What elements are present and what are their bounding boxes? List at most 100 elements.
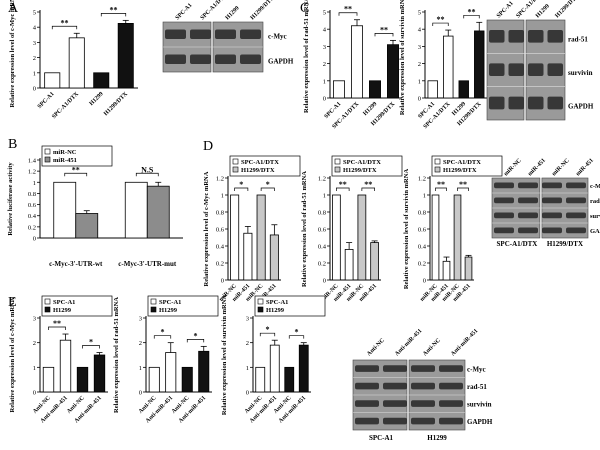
y-tick-label: 0 (423, 278, 426, 285)
bar (124, 181, 148, 239)
y-tick-label: 0.8 (318, 210, 326, 217)
blot-column-label: H1299 (225, 5, 241, 21)
y-tick-label: 0.6 (216, 227, 225, 234)
blot-band (547, 30, 563, 43)
y-tick-label: 1 (323, 193, 326, 200)
bar (474, 30, 485, 99)
blot-group-label: H1299/DTX (547, 240, 583, 248)
blot-band (215, 29, 236, 39)
significance-bracket (234, 187, 249, 191)
blot-band-label: survivin (590, 213, 600, 220)
bar (44, 72, 61, 89)
bar (93, 354, 106, 393)
y-axis-label: Relative expression level of rad-51 mRNA (303, 0, 310, 113)
y-axis-label: Relative expression level of c-Myc mRNA (203, 171, 210, 286)
legend-label: H1299 (266, 307, 285, 314)
y-tick-label: 2 (139, 340, 142, 347)
significance-label: * (266, 325, 270, 334)
legend-box (147, 295, 219, 317)
blot-band (411, 400, 435, 407)
bar (332, 194, 341, 281)
blot-band (383, 365, 407, 372)
blot-band (190, 29, 211, 39)
legend-swatch (44, 156, 51, 163)
legend-swatch (44, 148, 51, 155)
blot-band (439, 365, 463, 372)
panel-letter: A (8, 1, 19, 16)
blot-band (411, 382, 435, 390)
significance-label: * (239, 180, 243, 189)
significance-bracket (288, 335, 305, 339)
bar (431, 194, 440, 281)
significance-bracket (51, 25, 78, 30)
y-tick-label: 0 (418, 96, 421, 103)
legend-swatch (434, 158, 441, 165)
blot-column-label: miR-451 (575, 158, 595, 178)
y-tick-label: 2 (33, 55, 36, 62)
bar (453, 194, 462, 281)
legend-label: SPC-A1/DTX (241, 159, 279, 166)
bar (59, 339, 72, 393)
significance-bracket (100, 13, 127, 17)
blot-band (240, 29, 261, 39)
y-tick-label: 0.4 (28, 213, 37, 220)
significance-label: ** (364, 180, 372, 189)
blot-column-label: Anti-miR-451 (394, 328, 423, 357)
blot-column-label: SPC-A1 (496, 1, 515, 20)
blot-group-label: SPC-A1 (369, 434, 394, 442)
legend-label: SPC-A1 (53, 299, 75, 306)
y-tick-label: 3 (33, 316, 36, 323)
x-tick-label: SPC-A1 (37, 91, 56, 110)
blot-band (355, 400, 379, 407)
bar (298, 344, 309, 393)
significance-bracket (463, 14, 480, 19)
bar (181, 366, 193, 393)
blot-band (566, 212, 586, 219)
y-tick-label: 0.2 (418, 261, 426, 268)
bar (442, 260, 451, 281)
significance-bracket (48, 326, 66, 331)
significance-label: ** (437, 180, 445, 189)
y-tick-label: 2 (246, 340, 249, 347)
blot-band (542, 182, 562, 189)
y-tick-label: 3 (323, 44, 326, 51)
blot-band-label: GAPDH (467, 418, 493, 426)
y-tick-label: 0.8 (418, 210, 426, 217)
blot-band (528, 63, 544, 76)
bar (284, 366, 295, 393)
legend-swatch (257, 306, 264, 313)
blot-band-label: c-Myc (590, 183, 600, 190)
bar (344, 248, 354, 281)
blot-band (518, 227, 538, 234)
blot-band (383, 417, 407, 425)
blot-band (494, 182, 514, 189)
significance-bracket (135, 172, 159, 177)
y-tick-label: 0.4 (216, 244, 225, 251)
significance-label: ** (380, 25, 388, 34)
legend-swatch (257, 298, 264, 305)
y-tick-label: 5 (323, 10, 326, 17)
y-tick-label: 4 (323, 27, 327, 34)
y-tick-label: 0 (221, 278, 224, 285)
significance-label: ** (437, 15, 445, 24)
y-axis-label: Relative expression level of survivin mR… (221, 295, 228, 416)
legend-box (41, 145, 113, 167)
bar (370, 242, 379, 281)
blot-band (508, 63, 524, 76)
bar (269, 234, 279, 281)
bar (464, 256, 473, 281)
blot-band (215, 54, 236, 64)
blot-band (528, 96, 544, 110)
y-tick-label: 0.6 (418, 227, 427, 234)
y-tick-label: 0.4 (418, 244, 427, 251)
significance-label: ** (339, 180, 347, 189)
y-tick-label: 0.2 (216, 261, 224, 268)
legend-label: H1299/DTX (241, 167, 275, 174)
significance-label: ** (72, 165, 80, 174)
bar (333, 80, 345, 99)
significance-label: ** (344, 5, 352, 14)
y-tick-label: 0.2 (318, 261, 326, 268)
y-tick-label: 1.2 (216, 176, 224, 183)
y-tick-label: 0 (246, 390, 249, 397)
blot-band-label: GAPDH (590, 228, 600, 235)
